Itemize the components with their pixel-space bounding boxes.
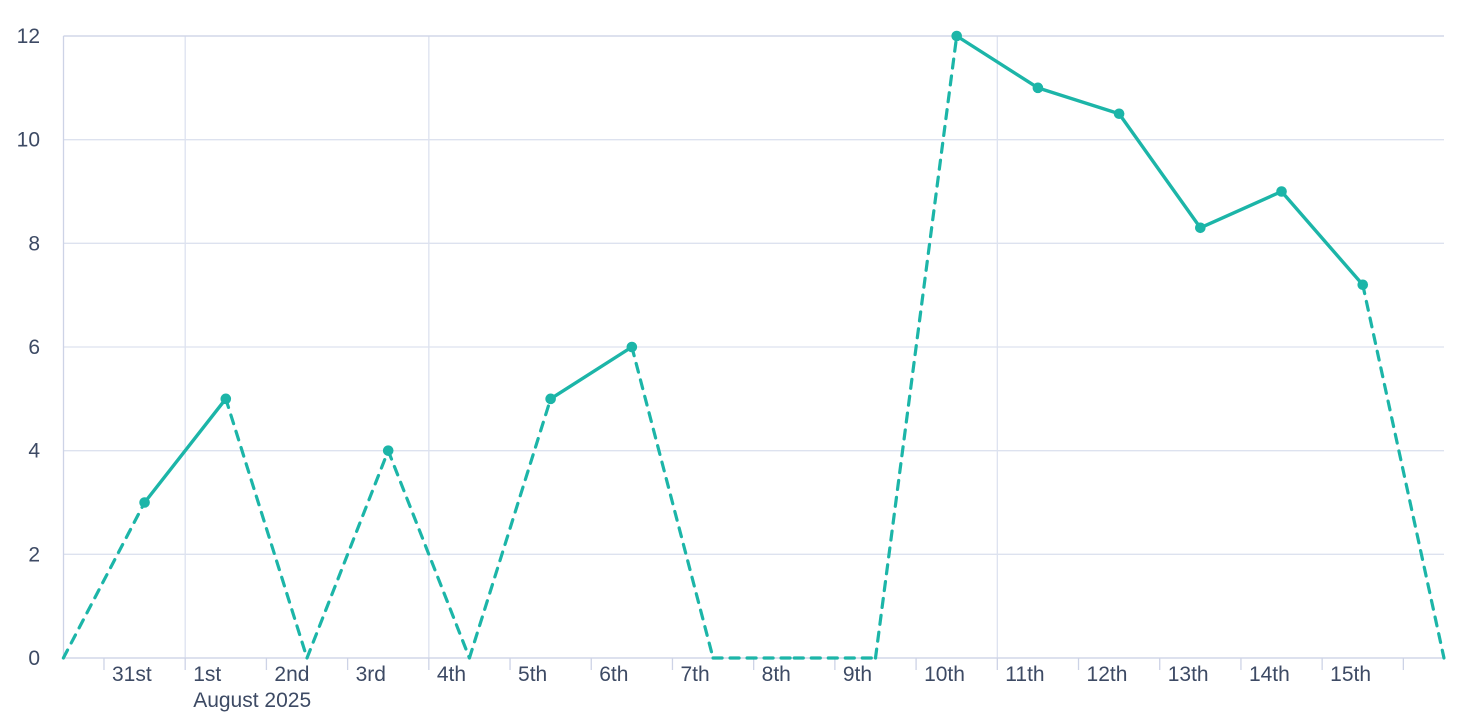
svg-text:6: 6 <box>28 336 40 359</box>
svg-text:11th: 11th <box>1005 663 1044 686</box>
svg-text:August 2025: August 2025 <box>193 689 311 712</box>
svg-text:10th: 10th <box>924 663 965 686</box>
svg-text:2nd: 2nd <box>274 663 309 686</box>
svg-text:6th: 6th <box>599 663 628 686</box>
svg-text:9th: 9th <box>843 663 872 686</box>
svg-text:14th: 14th <box>1249 663 1290 686</box>
svg-text:3rd: 3rd <box>356 663 386 686</box>
svg-text:0: 0 <box>28 647 40 670</box>
svg-text:7th: 7th <box>680 663 709 686</box>
svg-text:2: 2 <box>28 543 40 566</box>
svg-text:12: 12 <box>17 25 40 48</box>
svg-text:4th: 4th <box>437 663 466 686</box>
svg-text:15th: 15th <box>1330 663 1371 686</box>
svg-text:5th: 5th <box>518 663 547 686</box>
svg-text:13th: 13th <box>1168 663 1209 686</box>
svg-text:4: 4 <box>28 440 40 463</box>
svg-text:31st: 31st <box>112 663 152 686</box>
svg-text:8th: 8th <box>762 663 791 686</box>
svg-text:1st: 1st <box>193 663 221 686</box>
svg-text:8: 8 <box>28 232 40 255</box>
svg-text:12th: 12th <box>1087 663 1128 686</box>
svg-text:10: 10 <box>17 129 40 152</box>
